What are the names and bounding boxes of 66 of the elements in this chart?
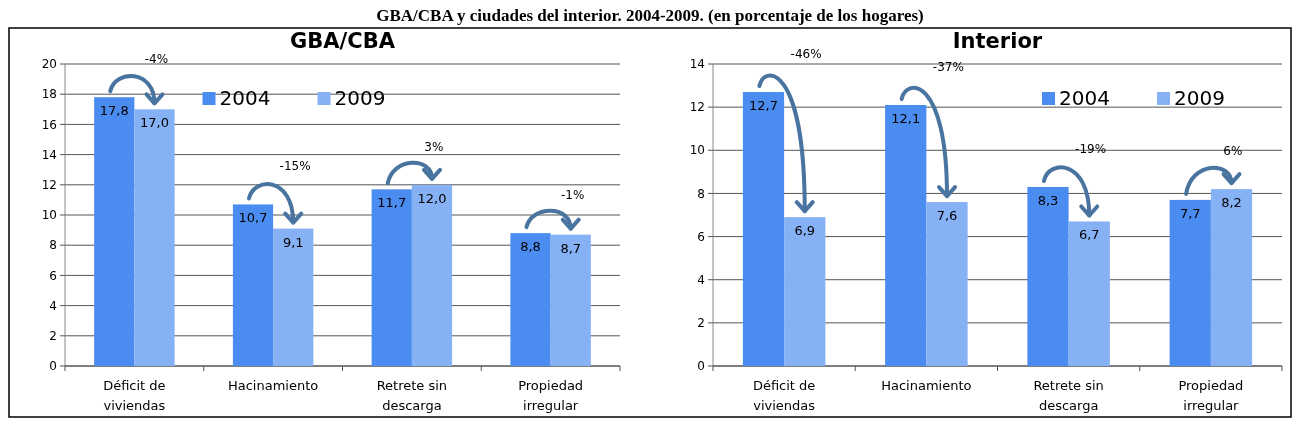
legend-label: 2004	[219, 86, 271, 110]
y-tick-label: 14	[689, 57, 705, 72]
annotation: -4%	[144, 52, 169, 67]
data-label: 8,3	[1037, 192, 1059, 208]
data-label: 6,9	[794, 223, 816, 239]
annotation: -19%	[1075, 141, 1107, 156]
y-tick-label: 0	[49, 359, 57, 374]
data-label: 8,7	[560, 240, 582, 256]
x-tick-label: Déficit de viviendas	[752, 378, 816, 413]
chart-title: Interior	[952, 29, 1043, 53]
text: GBA/CBA y ciudades del interior. 2004-2009. (en porcentaje de los hogares)	[376, 6, 924, 25]
y-tick-label: 20	[41, 57, 57, 72]
bar	[371, 189, 412, 366]
y-tick-label: 12	[41, 178, 57, 192]
data-label: 9,1	[282, 234, 304, 250]
x-tick-label: Retrete sin descarga	[1033, 378, 1104, 413]
data-label: 8,8	[520, 239, 541, 255]
data-label: 8,2	[1221, 195, 1242, 211]
data-label: 11,7	[377, 195, 407, 211]
y-tick-label: 18	[41, 87, 57, 102]
annotation: -37%	[932, 59, 964, 74]
data-label: 17,0	[140, 115, 169, 131]
x-tick-label: Propiedad irregular	[1178, 378, 1244, 413]
annotation: 3%	[424, 139, 444, 154]
annotation: -15%	[279, 159, 311, 174]
data-label: 10,7	[238, 210, 268, 226]
bar	[926, 202, 968, 366]
y-tick-label: 2	[697, 316, 705, 331]
bar	[1068, 221, 1110, 366]
annotation: 6%	[1223, 144, 1243, 159]
y-tick-label: 16	[41, 117, 57, 132]
legend-label: 2009	[334, 86, 386, 110]
y-tick-label: 4	[49, 298, 57, 313]
bar	[784, 217, 826, 366]
legend-label: 2009	[1174, 86, 1225, 110]
data-label: 7,7	[1179, 205, 1201, 221]
y-tick-label: 8	[697, 186, 705, 201]
x-tick-label: Hacinamiento	[881, 378, 972, 393]
data-label: 7,6	[936, 208, 958, 224]
bar	[1169, 199, 1211, 366]
y-tick-label: 12	[689, 100, 705, 115]
y-tick-label: 10	[41, 208, 57, 223]
data-label: 6,7	[1078, 227, 1100, 243]
chart-title: GBA/CBA	[290, 29, 396, 53]
legend-label: 2004	[1059, 86, 1110, 110]
data-label: 12,0	[417, 190, 447, 206]
y-tick-label: 4	[697, 272, 705, 287]
y-tick-label: 10	[689, 143, 705, 158]
y-tick-label: 2	[49, 329, 57, 343]
y-tick-label: 6	[697, 229, 705, 244]
y-tick-label: 6	[49, 268, 57, 283]
data-label: 17,8	[99, 103, 129, 119]
y-tick-label: 0	[697, 359, 705, 374]
annotation: -1%	[560, 188, 585, 203]
y-tick-label: 14	[41, 147, 57, 162]
x-tick-label: Hacinamiento	[227, 378, 319, 393]
bar	[134, 109, 175, 366]
text: -46%	[790, 47, 822, 62]
x-tick-label: Propiedad irregular	[518, 378, 584, 413]
bar	[550, 234, 591, 366]
y-tick-label: 8	[49, 238, 57, 253]
data-label: 12,1	[891, 110, 921, 126]
data-label: 12,7	[749, 98, 778, 114]
x-tick-label: Déficit de viviendas	[103, 378, 166, 413]
bar	[273, 228, 314, 366]
x-tick-label: Retrete sin descarga	[376, 378, 448, 413]
